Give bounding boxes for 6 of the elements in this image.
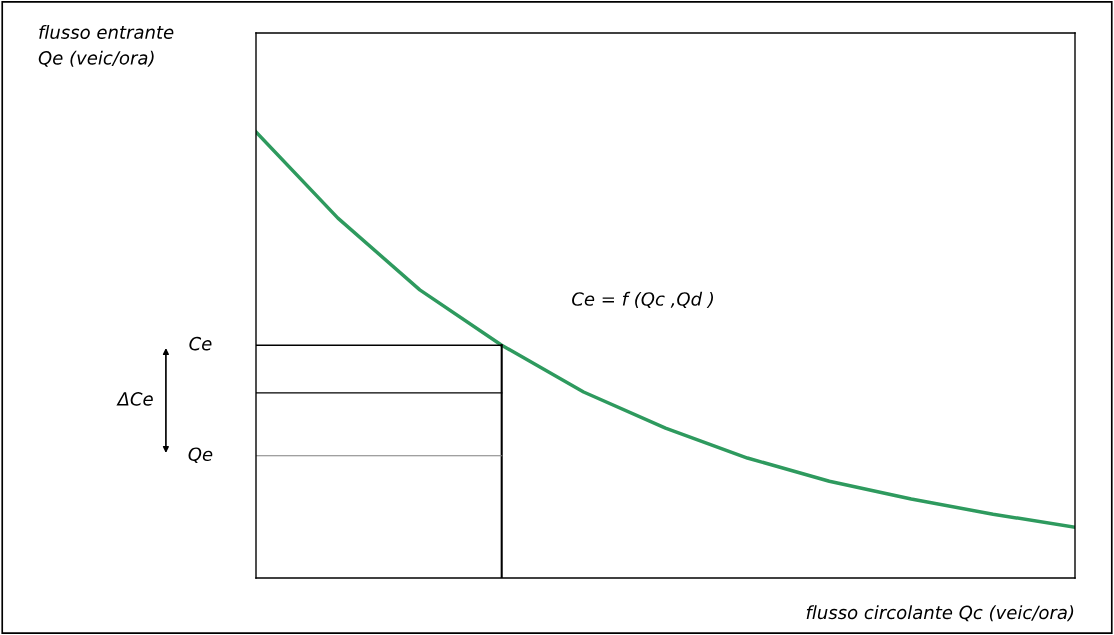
- x-axis-title: flusso circolante Qc (veic/ora): [806, 605, 1074, 622]
- text: ΔCe: [116, 392, 153, 406]
- ref-line-label: Qe: [188, 447, 213, 464]
- text: flusso entrante Qe (veic/ora): [38, 25, 174, 67]
- annotation: Ce = f (Qc ,Qd ): [572, 291, 714, 308]
- ref-line-label: Ce: [189, 336, 212, 351]
